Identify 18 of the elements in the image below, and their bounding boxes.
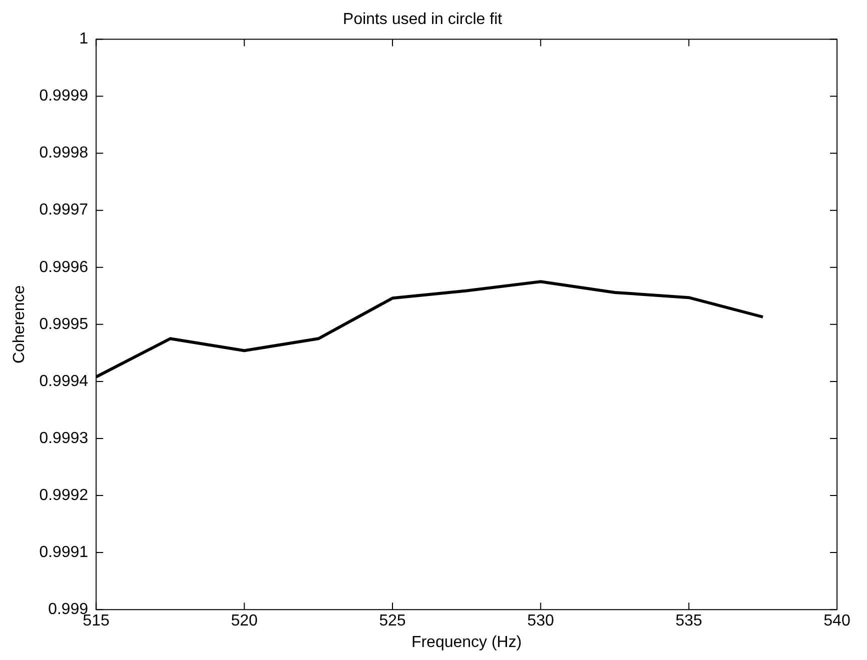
y-tick-label: 1 [79, 30, 88, 48]
x-tick-label: 535 [675, 612, 702, 630]
y-tick-label: 0.9996 [39, 258, 88, 276]
y-tick-label: 0.9991 [39, 544, 88, 561]
x-tick-label: 540 [824, 612, 850, 630]
chart-title: Points used in circle fit [342, 11, 503, 28]
y-tick-label: 0.9995 [39, 316, 88, 333]
x-tick-label: 525 [379, 612, 406, 630]
y-tick-label: 0.9997 [39, 202, 88, 219]
x-axis-title: Frequency (Hz) [411, 634, 522, 651]
y-tick-label: 0.9994 [39, 372, 88, 390]
x-tick-label: 520 [230, 612, 258, 630]
y-tick-label: 0.9999 [39, 88, 88, 105]
x-tick-label: 530 [527, 612, 554, 630]
y-tick-label: 0.9992 [39, 486, 88, 504]
y-axis-title: Coherence [11, 285, 28, 364]
y-tick-label: 0.9993 [39, 430, 88, 447]
y-tick-label: 0.9998 [39, 144, 88, 162]
